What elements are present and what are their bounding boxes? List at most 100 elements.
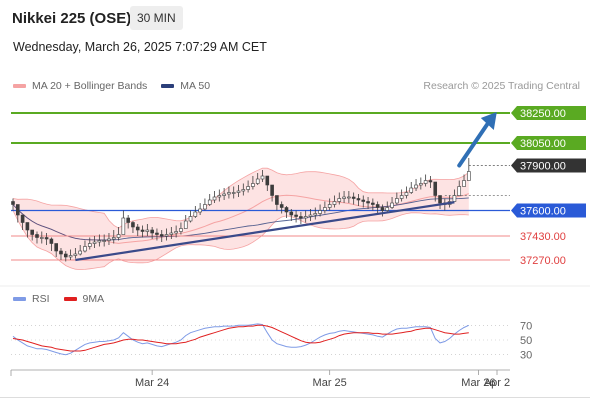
level-label-38050-00: 38050.00: [511, 136, 586, 150]
candle-body: [279, 204, 284, 208]
candle-body: [97, 240, 102, 243]
level-label-text: 37600.00: [520, 206, 566, 218]
candle-body: [131, 222, 135, 228]
candle-body: [35, 234, 39, 238]
rsi-ma-swatch: [63, 297, 77, 301]
candle-body: [423, 180, 428, 184]
candle-body: [73, 253, 78, 256]
candle-body: [308, 214, 313, 217]
candle-body: [428, 180, 433, 183]
candle-body: [356, 198, 361, 201]
candle-body: [419, 183, 423, 186]
legend-item-ma50: MA 50: [161, 80, 210, 92]
candle-body: [169, 232, 174, 235]
candle-body: [246, 186, 250, 190]
candle-body: [107, 238, 111, 241]
candle-body: [193, 211, 198, 217]
candle-body: [63, 253, 68, 258]
candle-body: [332, 201, 337, 205]
candle-body: [174, 231, 178, 234]
candle-body: [159, 234, 164, 237]
bollinger-swatch: [13, 84, 26, 88]
legend-item-rsi: RSI: [13, 293, 50, 305]
candle-body: [289, 211, 294, 216]
forecast-arrow-head: [480, 112, 497, 130]
level-label-37430-00: 37430.00: [520, 231, 566, 243]
chart-title: Nikkei 225 (OSE): [12, 10, 132, 27]
level-label-text: 38250.00: [520, 108, 566, 120]
legend-label-bollinger: MA 20 + Bollinger Bands: [32, 80, 148, 92]
timestamp: Wednesday, March 26, 2025 7:07:29 AM CET: [13, 40, 267, 54]
level-label-37270-00: 37270.00: [520, 255, 566, 267]
x-tick-label: Apr 2: [484, 377, 510, 389]
candle-body: [111, 237, 116, 240]
candle-body: [212, 196, 217, 201]
level-label-text: 37900.00: [520, 161, 566, 173]
candle-body: [236, 190, 241, 193]
candle-body: [39, 237, 44, 239]
candle-body: [404, 192, 409, 196]
rsi-tick-50: 50: [520, 335, 532, 347]
main-legend: MA 20 + Bollinger Bands MA 50: [13, 80, 224, 92]
candle-body: [251, 183, 255, 187]
candle-body: [231, 192, 236, 194]
rsi-legend: RSI 9MA: [13, 293, 118, 305]
level-label-38250-00: 38250.00: [511, 106, 586, 120]
candle-body: [59, 250, 63, 255]
forecast-arrow-shaft: [457, 120, 491, 168]
candle-body: [68, 255, 73, 258]
candle-body: [30, 229, 34, 235]
candle-body: [54, 243, 58, 252]
candle-body: [121, 217, 126, 235]
candle-body: [126, 217, 130, 223]
candle-body: [395, 198, 399, 204]
candle-body: [188, 216, 193, 222]
legend-item-bollinger: MA 20 + Bollinger Bands: [13, 80, 147, 92]
bottom-border: [0, 397, 590, 398]
candle-body: [198, 208, 202, 213]
level-label-text: 38050.00: [520, 138, 566, 150]
rsi-tick-30: 30: [520, 350, 532, 362]
candle-body: [222, 193, 226, 196]
candle-body: [15, 204, 20, 216]
x-tick-label: Mar 26: [461, 377, 495, 389]
candle-body: [207, 199, 212, 205]
candle-body: [87, 243, 92, 247]
bollinger-fill: [13, 168, 469, 270]
candle-body: [467, 171, 471, 181]
title-bar: Nikkei 225 (OSE) 30 MIN: [0, 0, 590, 38]
candle-body: [337, 198, 342, 202]
candle-body: [179, 228, 183, 232]
candle-body: [462, 180, 466, 187]
candle-body: [102, 240, 106, 242]
ascending-trendline: [75, 201, 455, 262]
candle-body: [275, 195, 279, 205]
candle-body: [409, 187, 414, 193]
level-label-box: [511, 158, 586, 173]
legend-label-ma50: MA 50: [180, 80, 211, 92]
level-label-text: 37270.00: [520, 255, 566, 267]
candle-body: [318, 210, 322, 214]
legend-label-rsi-ma: 9MA: [82, 293, 105, 305]
candle-body: [255, 178, 260, 184]
candle-body: [25, 222, 30, 231]
candle-body: [135, 226, 140, 231]
candle-body: [49, 238, 54, 244]
x-tick-label: Mar 25: [313, 377, 347, 389]
x-tick-label: Mar 24: [135, 377, 169, 389]
candle-body: [270, 184, 274, 196]
candle-body: [457, 186, 462, 196]
candle-body: [217, 195, 222, 198]
candle-body: [375, 204, 380, 208]
candle-body: [20, 214, 25, 223]
level-label-37900-00: 37900.00: [511, 158, 586, 173]
level-label-box: [511, 136, 586, 150]
candle-body: [92, 241, 97, 244]
candle-body: [342, 196, 346, 199]
interval-badge[interactable]: 30 MIN: [130, 6, 183, 30]
candle-body: [303, 216, 308, 219]
candle-body: [227, 192, 231, 195]
candle-body: [44, 237, 49, 240]
candle-body: [294, 214, 298, 217]
